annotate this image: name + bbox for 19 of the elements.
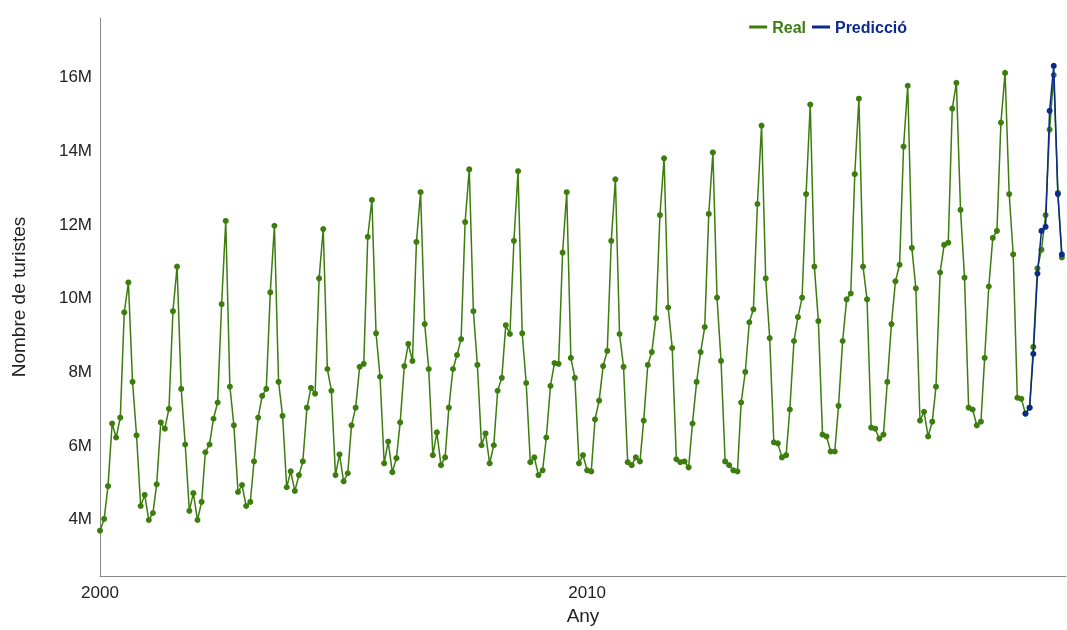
x-axis-title: Any — [566, 605, 600, 626]
point — [1034, 270, 1041, 277]
y-axis-title: Nombre de turistes — [8, 216, 29, 378]
point — [1038, 227, 1045, 234]
legend-label: Predicció — [834, 18, 908, 36]
point — [1042, 223, 1049, 230]
y-tick-label: 10M — [58, 288, 92, 308]
y-tick-label: 14M — [58, 141, 92, 161]
y-tick-label: 8M — [68, 362, 92, 382]
legend-label: Real — [772, 18, 806, 36]
point — [1046, 107, 1053, 114]
y-tick-label: 16M — [58, 67, 92, 87]
point — [1050, 62, 1057, 69]
y-tick-label: 12M — [58, 214, 92, 234]
x-tick-label: 2000 — [81, 583, 119, 602]
point — [1030, 350, 1037, 357]
x-tick-label: 2010 — [568, 583, 607, 602]
y-tick-label: 6M — [68, 435, 92, 455]
y-tick-label: 4M — [68, 509, 92, 529]
